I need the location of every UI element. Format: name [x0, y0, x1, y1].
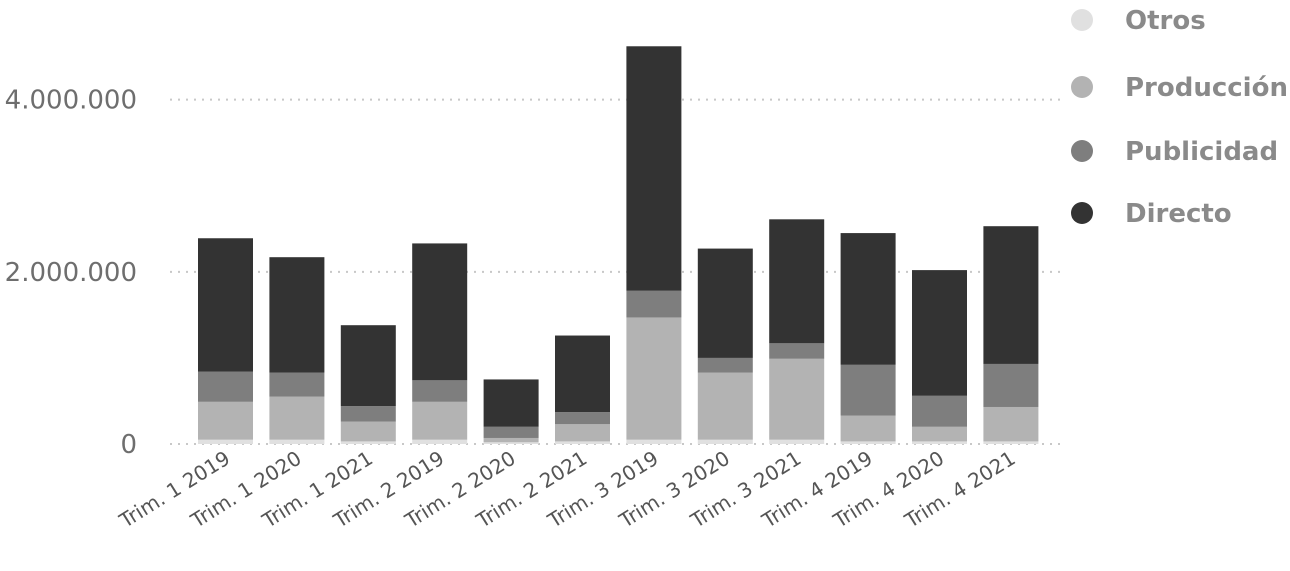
legend-label-publicidad: Publicidad [1125, 137, 1278, 167]
bar-stack[interactable] [912, 270, 967, 444]
bar-segment-produccin[interactable] [340, 421, 396, 442]
bar-segment-otros[interactable] [412, 439, 468, 444]
bar-stack[interactable] [840, 233, 896, 444]
bars [198, 46, 1039, 444]
bar-segment-produccin[interactable] [983, 406, 1039, 442]
legend-item-publicidad[interactable]: Publicidad [1071, 137, 1278, 167]
bar-segment-publicidad[interactable] [340, 406, 396, 422]
bar-segment-otros[interactable] [840, 441, 896, 444]
bar-stack[interactable] [269, 257, 325, 444]
bar-segment-otros[interactable] [697, 439, 753, 444]
bar-segment-publicidad[interactable] [983, 363, 1039, 407]
bar-segment-otros[interactable] [983, 441, 1039, 444]
legend-marker-produccion [1071, 76, 1093, 98]
legend-label-directo: Directo [1125, 199, 1232, 229]
bar-segment-directo[interactable] [340, 325, 396, 407]
bar-segment-produccin[interactable] [412, 401, 468, 440]
bar-segment-publicidad[interactable] [483, 426, 539, 438]
bar-segment-produccin[interactable] [626, 317, 682, 440]
legend-label-produccion: Producción [1125, 73, 1288, 103]
bar-segment-otros[interactable] [198, 439, 253, 444]
bar-segment-otros[interactable] [912, 441, 967, 444]
bar-stack[interactable] [198, 238, 253, 444]
bar-segment-publicidad[interactable] [912, 395, 967, 427]
legend-item-produccion[interactable]: Producción [1071, 73, 1288, 103]
bar-segment-produccin[interactable] [483, 437, 539, 443]
bar-stack[interactable] [769, 219, 825, 444]
y-tick-label: 2.000.000 [5, 258, 137, 288]
bar-segment-publicidad[interactable] [555, 412, 610, 425]
bar-segment-directo[interactable] [198, 238, 253, 372]
legend-marker-publicidad [1071, 140, 1093, 162]
legend-marker-otros [1071, 9, 1093, 31]
bar-segment-publicidad[interactable] [269, 372, 325, 397]
bar-segment-directo[interactable] [697, 248, 753, 358]
bar-segment-directo[interactable] [412, 243, 468, 381]
y-tick-label: 4.000.000 [5, 86, 137, 116]
bar-stack[interactable] [983, 226, 1039, 444]
bar-segment-directo[interactable] [626, 46, 682, 291]
bar-segment-directo[interactable] [483, 379, 539, 427]
bar-stack[interactable] [555, 335, 610, 444]
bar-segment-otros[interactable] [269, 439, 325, 444]
bar-stack[interactable] [697, 248, 753, 444]
bar-segment-directo[interactable] [769, 219, 825, 344]
bar-segment-produccin[interactable] [840, 415, 896, 442]
bar-segment-publicidad[interactable] [697, 357, 753, 373]
bar-segment-produccin[interactable] [697, 372, 753, 440]
legend-label-otros: Otros [1125, 6, 1206, 36]
bar-stack[interactable] [483, 379, 539, 444]
bar-segment-produccin[interactable] [198, 401, 253, 440]
bar-segment-directo[interactable] [840, 233, 896, 365]
bar-segment-produccin[interactable] [555, 424, 610, 442]
bar-segment-otros[interactable] [769, 439, 825, 444]
bar-segment-otros[interactable] [483, 442, 539, 444]
legend-marker-directo [1071, 202, 1093, 224]
bar-segment-directo[interactable] [269, 257, 325, 373]
bar-segment-publicidad[interactable] [840, 364, 896, 416]
bar-segment-publicidad[interactable] [626, 290, 682, 318]
bar-segment-produccin[interactable] [769, 358, 825, 440]
bar-segment-publicidad[interactable] [769, 343, 825, 359]
bar-segment-publicidad[interactable] [412, 380, 468, 402]
bar-segment-directo[interactable] [983, 226, 1039, 364]
bar-stack[interactable] [626, 46, 682, 444]
y-axis-ticks: 0 2.000.000 4.000.000 [5, 86, 137, 460]
bar-segment-publicidad[interactable] [198, 371, 253, 402]
legend: Otros Producción Publicidad Directo [1071, 6, 1288, 229]
legend-item-directo[interactable]: Directo [1071, 199, 1232, 229]
bar-segment-otros[interactable] [555, 441, 610, 444]
bar-segment-produccin[interactable] [269, 396, 325, 440]
bar-segment-directo[interactable] [912, 270, 967, 396]
bar-segment-otros[interactable] [626, 439, 682, 444]
bar-stack[interactable] [412, 243, 468, 444]
bar-segment-directo[interactable] [555, 335, 610, 413]
y-tick-label: 0 [120, 430, 137, 460]
bar-segment-otros[interactable] [340, 441, 396, 444]
bar-segment-produccin[interactable] [912, 426, 967, 442]
legend-item-otros[interactable]: Otros [1071, 6, 1206, 36]
bar-stack[interactable] [340, 325, 396, 444]
